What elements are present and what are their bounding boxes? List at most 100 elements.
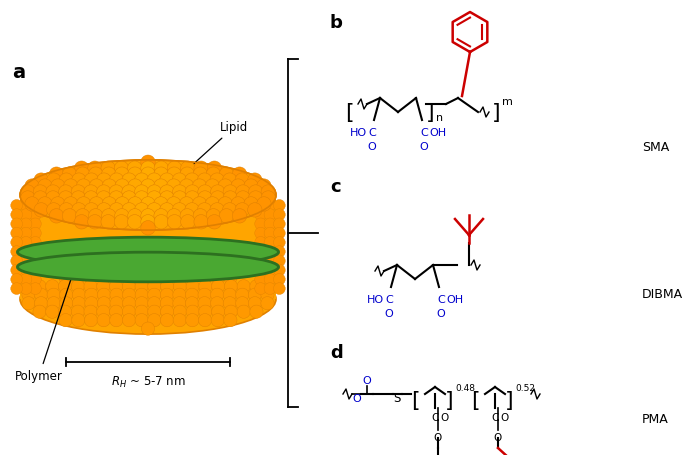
Circle shape xyxy=(264,209,276,221)
Circle shape xyxy=(84,173,99,188)
Circle shape xyxy=(147,192,162,206)
Circle shape xyxy=(207,215,221,229)
Text: C: C xyxy=(437,294,445,304)
Circle shape xyxy=(11,228,23,239)
Text: ]: ] xyxy=(445,390,453,410)
Circle shape xyxy=(193,209,208,223)
Circle shape xyxy=(101,162,115,176)
Circle shape xyxy=(123,314,136,327)
Circle shape xyxy=(255,274,266,286)
Circle shape xyxy=(20,265,32,276)
Circle shape xyxy=(71,186,86,200)
Circle shape xyxy=(51,179,65,194)
Circle shape xyxy=(47,173,61,188)
Circle shape xyxy=(11,218,23,230)
Circle shape xyxy=(89,197,103,212)
Text: c: c xyxy=(330,177,340,196)
Circle shape xyxy=(232,167,247,182)
Circle shape xyxy=(20,209,32,221)
Circle shape xyxy=(122,280,136,293)
Circle shape xyxy=(173,305,186,318)
Circle shape xyxy=(224,272,237,285)
Circle shape xyxy=(173,314,186,327)
Circle shape xyxy=(153,179,168,194)
Circle shape xyxy=(84,272,97,285)
Ellipse shape xyxy=(17,238,279,267)
Circle shape xyxy=(29,246,41,258)
Circle shape xyxy=(154,162,169,176)
Circle shape xyxy=(255,265,266,276)
Circle shape xyxy=(147,203,162,217)
Circle shape xyxy=(102,179,116,194)
Circle shape xyxy=(71,305,84,318)
Circle shape xyxy=(72,297,86,310)
Circle shape xyxy=(75,215,89,229)
Circle shape xyxy=(84,314,97,327)
Circle shape xyxy=(51,197,65,212)
Text: $R_H$ ~ 5-7 nm: $R_H$ ~ 5-7 nm xyxy=(110,374,186,389)
Circle shape xyxy=(134,186,149,200)
Circle shape xyxy=(110,297,123,310)
Circle shape xyxy=(84,192,98,206)
Circle shape xyxy=(84,203,99,217)
Text: b: b xyxy=(330,14,343,32)
Circle shape xyxy=(97,272,110,285)
Circle shape xyxy=(160,192,174,206)
Circle shape xyxy=(185,192,199,206)
Circle shape xyxy=(46,186,60,200)
Circle shape xyxy=(110,288,123,302)
Circle shape xyxy=(194,215,208,229)
Circle shape xyxy=(25,197,39,212)
Circle shape xyxy=(89,179,103,194)
Circle shape xyxy=(224,280,238,293)
Circle shape xyxy=(88,167,103,182)
Circle shape xyxy=(264,200,276,212)
Circle shape xyxy=(47,297,60,310)
Circle shape xyxy=(59,203,73,217)
Circle shape xyxy=(247,173,262,188)
Circle shape xyxy=(29,228,41,239)
Circle shape xyxy=(273,200,285,212)
Circle shape xyxy=(248,288,262,302)
Circle shape xyxy=(20,255,32,267)
Circle shape xyxy=(224,305,238,318)
Circle shape xyxy=(75,162,89,176)
Circle shape xyxy=(255,283,266,295)
Circle shape xyxy=(62,209,77,223)
Circle shape xyxy=(58,186,73,200)
Circle shape xyxy=(167,167,182,182)
Circle shape xyxy=(34,203,49,217)
Circle shape xyxy=(29,274,41,286)
Circle shape xyxy=(167,209,182,223)
Circle shape xyxy=(185,203,199,217)
Circle shape xyxy=(84,186,98,200)
Circle shape xyxy=(255,237,266,249)
Text: SMA: SMA xyxy=(642,141,669,154)
Circle shape xyxy=(122,305,136,318)
Circle shape xyxy=(127,162,142,176)
Text: 0.48: 0.48 xyxy=(455,383,475,392)
Circle shape xyxy=(210,203,224,217)
Circle shape xyxy=(198,192,212,206)
Text: S: S xyxy=(393,392,401,404)
Circle shape xyxy=(206,197,220,212)
Circle shape xyxy=(38,179,52,194)
Circle shape xyxy=(223,288,236,302)
Circle shape xyxy=(261,186,275,200)
Circle shape xyxy=(77,197,91,212)
Text: HO: HO xyxy=(366,294,384,304)
Circle shape xyxy=(128,179,142,194)
Circle shape xyxy=(180,167,195,182)
Circle shape xyxy=(206,167,221,182)
Circle shape xyxy=(247,203,262,217)
Circle shape xyxy=(29,209,41,221)
Circle shape xyxy=(210,288,224,302)
Circle shape xyxy=(236,186,250,200)
Circle shape xyxy=(264,274,276,286)
Circle shape xyxy=(264,237,276,249)
Circle shape xyxy=(46,305,59,318)
Circle shape xyxy=(85,297,98,310)
Circle shape xyxy=(173,280,186,293)
Text: [: [ xyxy=(411,390,420,410)
Circle shape xyxy=(198,186,212,200)
